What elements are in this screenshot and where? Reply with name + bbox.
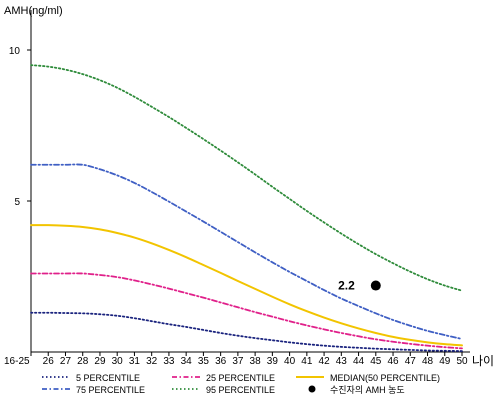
patient-amh-marker-point bbox=[370, 280, 381, 291]
legend-label: 수진자의 AMH 농도 bbox=[330, 385, 405, 395]
x-tick-label: 49 bbox=[439, 356, 451, 367]
x-tick-label: 26 bbox=[43, 356, 55, 367]
x-tick-label: 34 bbox=[181, 356, 193, 367]
series-line-95-percentile bbox=[30, 64, 463, 292]
series-line-median-50-percentile bbox=[30, 224, 463, 347]
legend-label: MEDIAN(50 PERCENTILE) bbox=[330, 373, 440, 383]
x-tick-label: 32 bbox=[146, 356, 158, 367]
x-tick-label: 31 bbox=[129, 356, 141, 367]
legend-label: 75 PERCENTILE bbox=[76, 385, 145, 395]
legend-marker-dot bbox=[308, 385, 316, 393]
y-tick-label: 10 bbox=[9, 46, 21, 57]
x-tick-label: 47 bbox=[405, 356, 417, 367]
x-tick-label: 38 bbox=[250, 356, 262, 367]
x-tick-label: 40 bbox=[284, 356, 296, 367]
x-tick-label: 41 bbox=[301, 356, 313, 367]
x-tick-label: 43 bbox=[336, 356, 348, 367]
x-tick-label: 44 bbox=[353, 356, 365, 367]
x-tick-label: 35 bbox=[198, 356, 210, 367]
x-tick-label: 39 bbox=[267, 356, 279, 367]
x-tick-label: 29 bbox=[94, 356, 106, 367]
x-axis-label: 나이 bbox=[472, 354, 494, 368]
x-tick-label: 27 bbox=[60, 356, 72, 367]
series-line-25-percentile bbox=[30, 272, 463, 350]
x-tick-label: 46 bbox=[387, 356, 399, 367]
x-tick-label: 50 bbox=[456, 356, 468, 367]
x-tick-label: 37 bbox=[232, 356, 244, 367]
x-tick-label: 16-25 bbox=[4, 356, 30, 367]
x-tick-label: 33 bbox=[163, 356, 175, 367]
x-tick-label: 48 bbox=[422, 356, 434, 367]
legend-label: 5 PERCENTILE bbox=[76, 373, 140, 383]
x-tick-label: 28 bbox=[77, 356, 89, 367]
y-tick-label: 5 bbox=[14, 197, 20, 208]
x-tick-label: 42 bbox=[319, 356, 331, 367]
y-axis-label: AMH(ng/ml) bbox=[4, 5, 63, 17]
patient-amh-value-label: 2.2 bbox=[338, 279, 355, 293]
legend-label: 25 PERCENTILE bbox=[206, 373, 275, 383]
x-tick-label: 30 bbox=[112, 356, 124, 367]
series-line-5-percentile bbox=[30, 311, 463, 352]
x-tick-label: 45 bbox=[370, 356, 382, 367]
series-line-75-percentile bbox=[30, 163, 463, 340]
legend-label: 95 PERCENTILE bbox=[206, 385, 275, 395]
x-tick-label: 36 bbox=[215, 356, 227, 367]
